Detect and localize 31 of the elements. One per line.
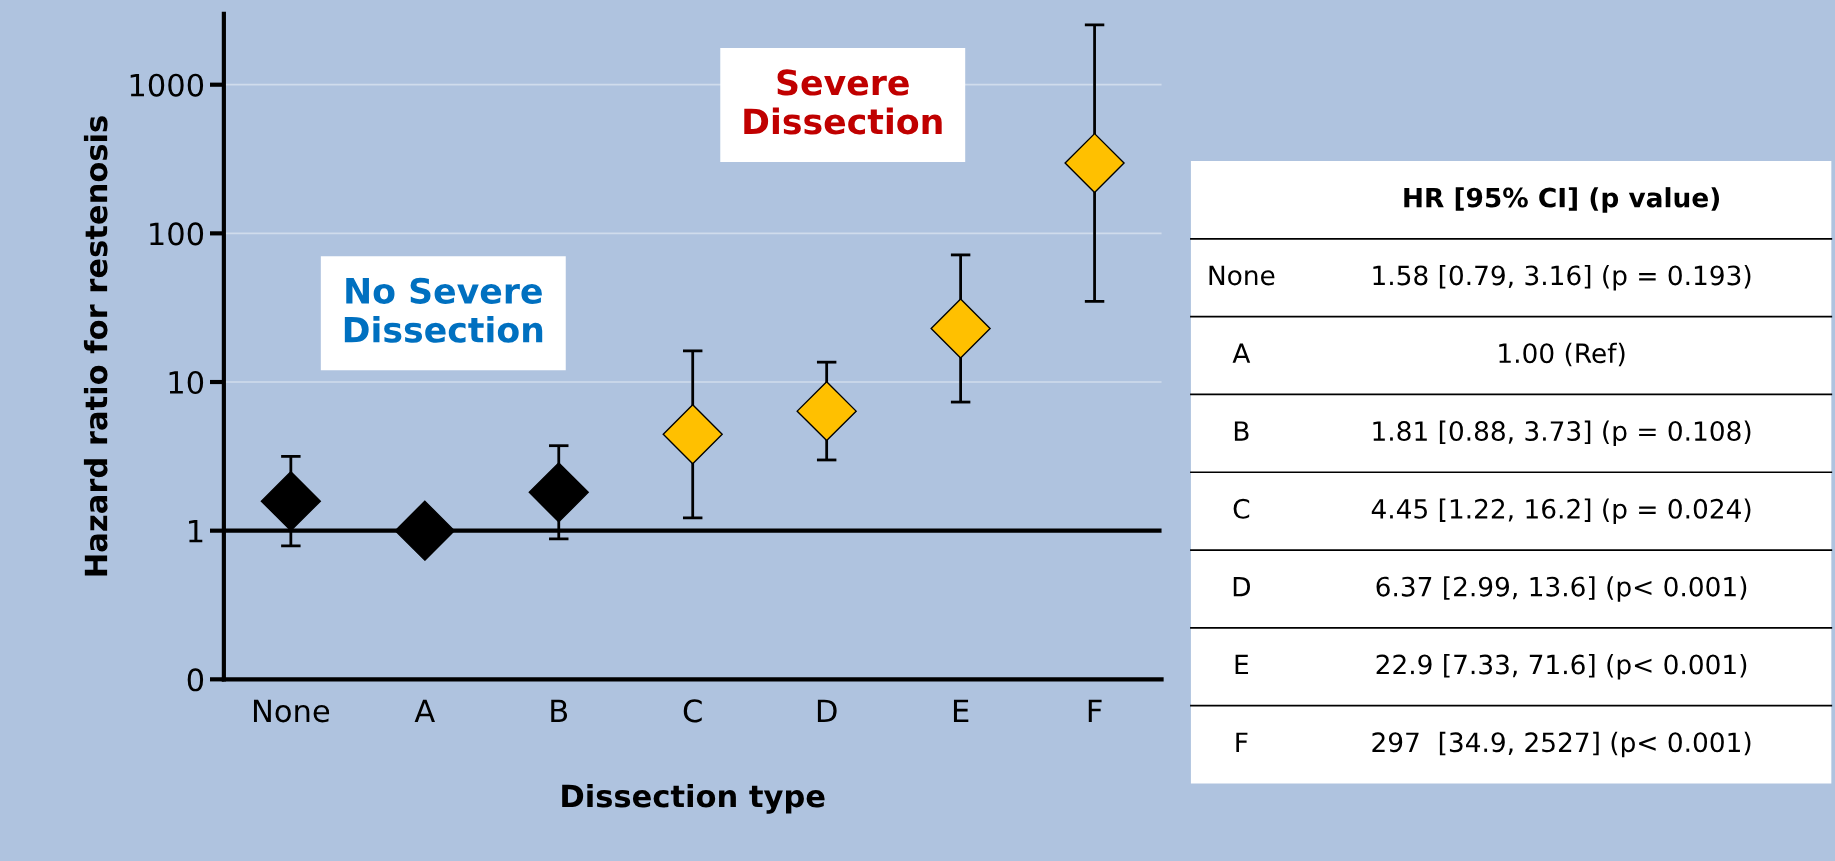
- y-tick-label: 10: [169, 370, 204, 395]
- text: 1.58 [0.79, 3.16] (p = 0.193): [1373, 264, 1751, 291]
- text: HR [95% CI] (p value): [1404, 187, 1719, 213]
- x-tick-label: A: [414, 699, 435, 722]
- category-label: E: [1235, 654, 1249, 675]
- category-label: None: [1209, 265, 1275, 286]
- x-tick-label: D: [817, 699, 837, 722]
- annotation: No Severe Dissection: [344, 277, 543, 343]
- annotation: Severe Dissection: [744, 69, 942, 135]
- x-axis-title: Dissection type: [562, 783, 825, 814]
- y-tick-label: 1: [189, 520, 203, 543]
- text: 6.37 [2.99, 13.6] (p< 0.001): [1376, 576, 1747, 602]
- category-label: A: [1232, 343, 1251, 363]
- x-tick-label: None: [253, 699, 330, 723]
- y-tick-label: 100: [150, 222, 204, 246]
- category-label: B: [1234, 421, 1249, 441]
- text: 1.81 [0.88, 3.73] (p = 0.108): [1373, 420, 1751, 447]
- text: 4.45 [1.22, 16.2] (p = 0.024): [1371, 498, 1751, 524]
- y-tick-label: 1000: [130, 73, 204, 97]
- text: 22.9 [7.33, 71.6] (p< 0.001): [1376, 654, 1747, 680]
- y-tick-label: 0: [187, 668, 204, 692]
- x-tick-label: C: [683, 699, 702, 723]
- text: 1.00 (Ref): [1499, 342, 1625, 367]
- category-label: C: [1233, 498, 1250, 519]
- x-tick-label: E: [953, 699, 969, 722]
- category-label: D: [1233, 577, 1250, 597]
- text: 297 [34.9, 2527] (p< 0.001): [1372, 731, 1751, 758]
- x-tick-label: B: [551, 699, 568, 722]
- y-axis-title: Hazard ratio for restenosis: [83, 116, 108, 576]
- category-label: F: [1236, 732, 1248, 752]
- x-tick-label: F: [1088, 699, 1102, 722]
